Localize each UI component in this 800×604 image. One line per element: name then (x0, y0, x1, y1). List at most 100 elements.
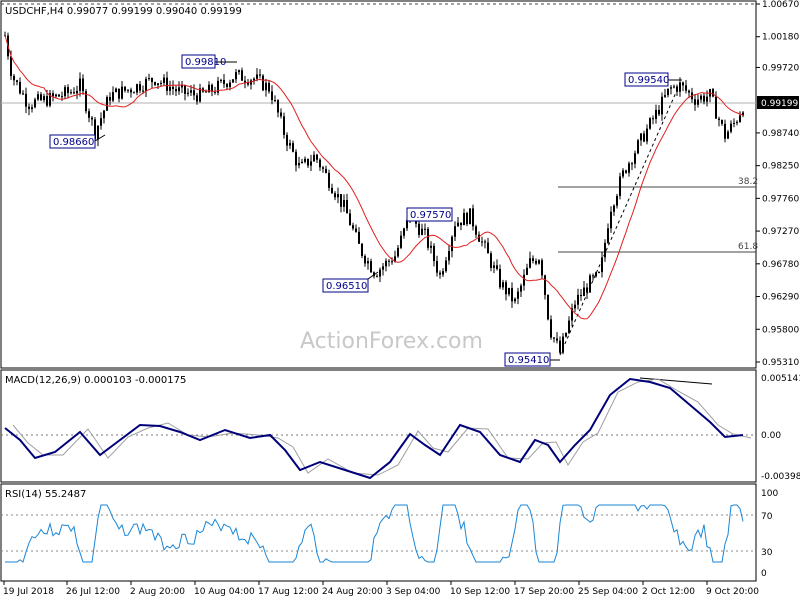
candle (397, 245, 399, 258)
candle (607, 223, 609, 244)
candle (97, 125, 99, 147)
candle (214, 86, 216, 95)
candle (382, 262, 384, 276)
candle (484, 239, 486, 249)
macd-line (4, 377, 744, 480)
time-axis-label: 26 Jul 12:00 (66, 587, 120, 597)
candle (631, 161, 633, 171)
candle (547, 294, 549, 321)
candle (334, 191, 336, 201)
candle (718, 116, 720, 127)
candle (727, 129, 729, 139)
macd-panel-frame (0, 369, 757, 483)
candle (193, 84, 195, 101)
candle (514, 297, 516, 304)
candle (175, 85, 177, 96)
candle (430, 241, 432, 254)
candle (121, 81, 123, 100)
candle (280, 108, 282, 119)
candle (388, 259, 390, 267)
time-axis-label: 10 Sep 12:00 (450, 587, 510, 597)
candle (304, 156, 306, 164)
candle (640, 132, 642, 146)
candle (55, 93, 57, 98)
candle (739, 111, 741, 123)
candle (595, 271, 597, 278)
candle (448, 244, 450, 265)
candle (106, 95, 108, 111)
price-panel: USDCHF,H4 0.99077 0.99199 0.99040 0.9919… (0, 0, 758, 369)
candle (616, 193, 618, 209)
candle (685, 80, 687, 94)
macd-divergence-line (639, 377, 713, 385)
price-axis-tick-label: 0.95800 (762, 325, 799, 335)
svg-text:0.99810: 0.99810 (185, 57, 226, 68)
price-axis: 1.00670 1.00180 0.99720 0.98740 0.98250 0.977… (756, 0, 799, 368)
candle (328, 169, 330, 191)
candle (628, 161, 630, 177)
candle (133, 91, 135, 94)
candle (301, 158, 303, 164)
candle (79, 72, 81, 97)
candle (262, 74, 264, 92)
candle (346, 193, 348, 214)
price-axis-tick-label: 1.00670 (762, 0, 799, 10)
rsi-panel: RSI(14) 55.2487 (0, 483, 757, 582)
candle (274, 95, 276, 102)
candle (580, 289, 582, 301)
candle (394, 250, 396, 263)
candle (472, 204, 474, 231)
candle (457, 216, 459, 227)
candle (703, 92, 705, 105)
label-mid: 0.97570 (406, 207, 453, 222)
candle (454, 221, 456, 242)
candle (319, 158, 321, 171)
candle (736, 120, 738, 126)
rsi-title: RSI(14) 55.2487 (5, 489, 86, 500)
price-axis-tick-label: 0.98740 (762, 129, 799, 139)
time-axis-label: 25 Sep 04:00 (578, 587, 638, 597)
candle (226, 82, 228, 91)
candle (565, 332, 567, 338)
candle (142, 85, 144, 94)
candle (517, 287, 519, 305)
candle (241, 67, 243, 81)
candle (505, 280, 507, 301)
candle (295, 149, 297, 172)
candle (67, 84, 69, 99)
candle (70, 89, 72, 95)
candle (634, 150, 636, 169)
candle (352, 222, 354, 231)
time-axis-label: 2 Oct 12:00 (642, 587, 695, 597)
candle (112, 86, 114, 103)
candle (364, 254, 366, 267)
candle (298, 156, 300, 169)
candle (646, 124, 648, 145)
candle (307, 158, 309, 168)
fib-382-label: 38.2 (738, 177, 758, 187)
candle (598, 271, 600, 274)
candle (265, 78, 267, 97)
svg-text:0.98660: 0.98660 (53, 137, 94, 148)
candle (148, 73, 150, 81)
candle (283, 112, 285, 139)
candle (340, 194, 342, 213)
candle (217, 76, 219, 96)
price-axis-tick-label: 1.00180 (762, 33, 799, 43)
candle (211, 83, 213, 97)
macd-title: MACD(12,26,9) 0.000103 -0.000175 (5, 375, 186, 386)
candle (220, 78, 222, 84)
candle (376, 273, 378, 278)
candle (40, 92, 42, 102)
candle (19, 77, 21, 95)
candle (370, 258, 372, 273)
label-trough1: 0.98660 (49, 134, 106, 149)
candles (4, 31, 744, 355)
candle (391, 257, 393, 265)
candle (544, 274, 546, 300)
candle (232, 79, 234, 83)
price-panel-frame (0, 0, 757, 369)
candle (499, 264, 501, 290)
fib-618-label: 61.8 (738, 242, 758, 252)
